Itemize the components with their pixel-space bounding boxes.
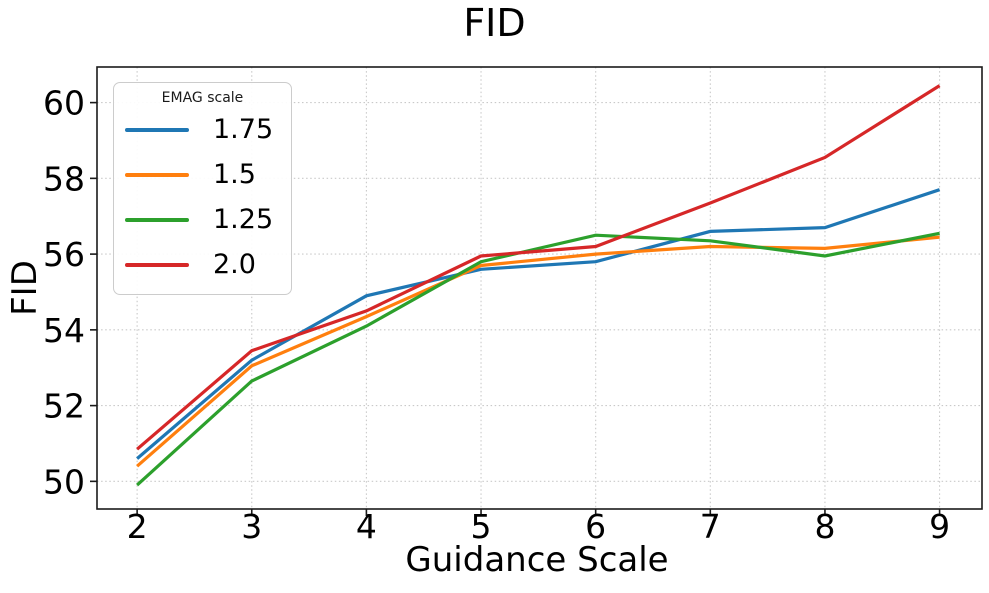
chart-title: FID [463, 1, 526, 45]
x-tick-label: 6 [585, 507, 606, 546]
y-tick-label: 54 [43, 311, 85, 350]
tick-marks [90, 101, 941, 516]
x-tick-label: 3 [241, 507, 262, 546]
legend-line-swatch [125, 262, 189, 267]
legend-title: EMAG scale [161, 90, 244, 106]
x-tick-label: 5 [471, 507, 492, 546]
legend-line-swatch [125, 172, 189, 177]
y-tick-label: 52 [43, 387, 85, 426]
legend-entry: 1.25 [114, 197, 291, 242]
y-tick-label: 60 [43, 84, 85, 123]
series-line-2.0 [136, 84, 941, 451]
series-line-1.75 [136, 188, 941, 460]
x-tick-label: 9 [929, 507, 950, 546]
x-axis-label: Guidance Scale [405, 540, 669, 580]
y-tick-label: 56 [43, 235, 85, 274]
legend-line-swatch [125, 127, 189, 132]
legend-entry: 1.75 [114, 107, 291, 152]
axes-spines [96, 66, 983, 510]
legend-entry: 1.5 [114, 152, 291, 197]
x-tick-label: 2 [127, 507, 148, 546]
legend-line-swatch [125, 217, 189, 222]
y-axis-label: FID [5, 260, 45, 316]
legend-entry-label: 1.25 [213, 204, 274, 235]
legend-entry-label: 2.0 [213, 249, 256, 280]
y-tick-label: 50 [43, 462, 85, 501]
series-line-1.5 [136, 235, 940, 468]
plot-lines [136, 84, 941, 487]
legend: EMAG scale 1.75 1.5 1.25 2.0 [113, 82, 292, 295]
series-line-1.25 [136, 231, 940, 487]
legend-entry: 2.0 [114, 242, 291, 287]
x-tick-label: 8 [814, 507, 835, 546]
legend-entry-label: 1.5 [213, 159, 256, 190]
x-tick-label: 4 [356, 507, 377, 546]
y-tick-label: 58 [43, 159, 85, 198]
x-tick-label: 7 [700, 507, 721, 546]
legend-entry-label: 1.75 [213, 114, 274, 145]
